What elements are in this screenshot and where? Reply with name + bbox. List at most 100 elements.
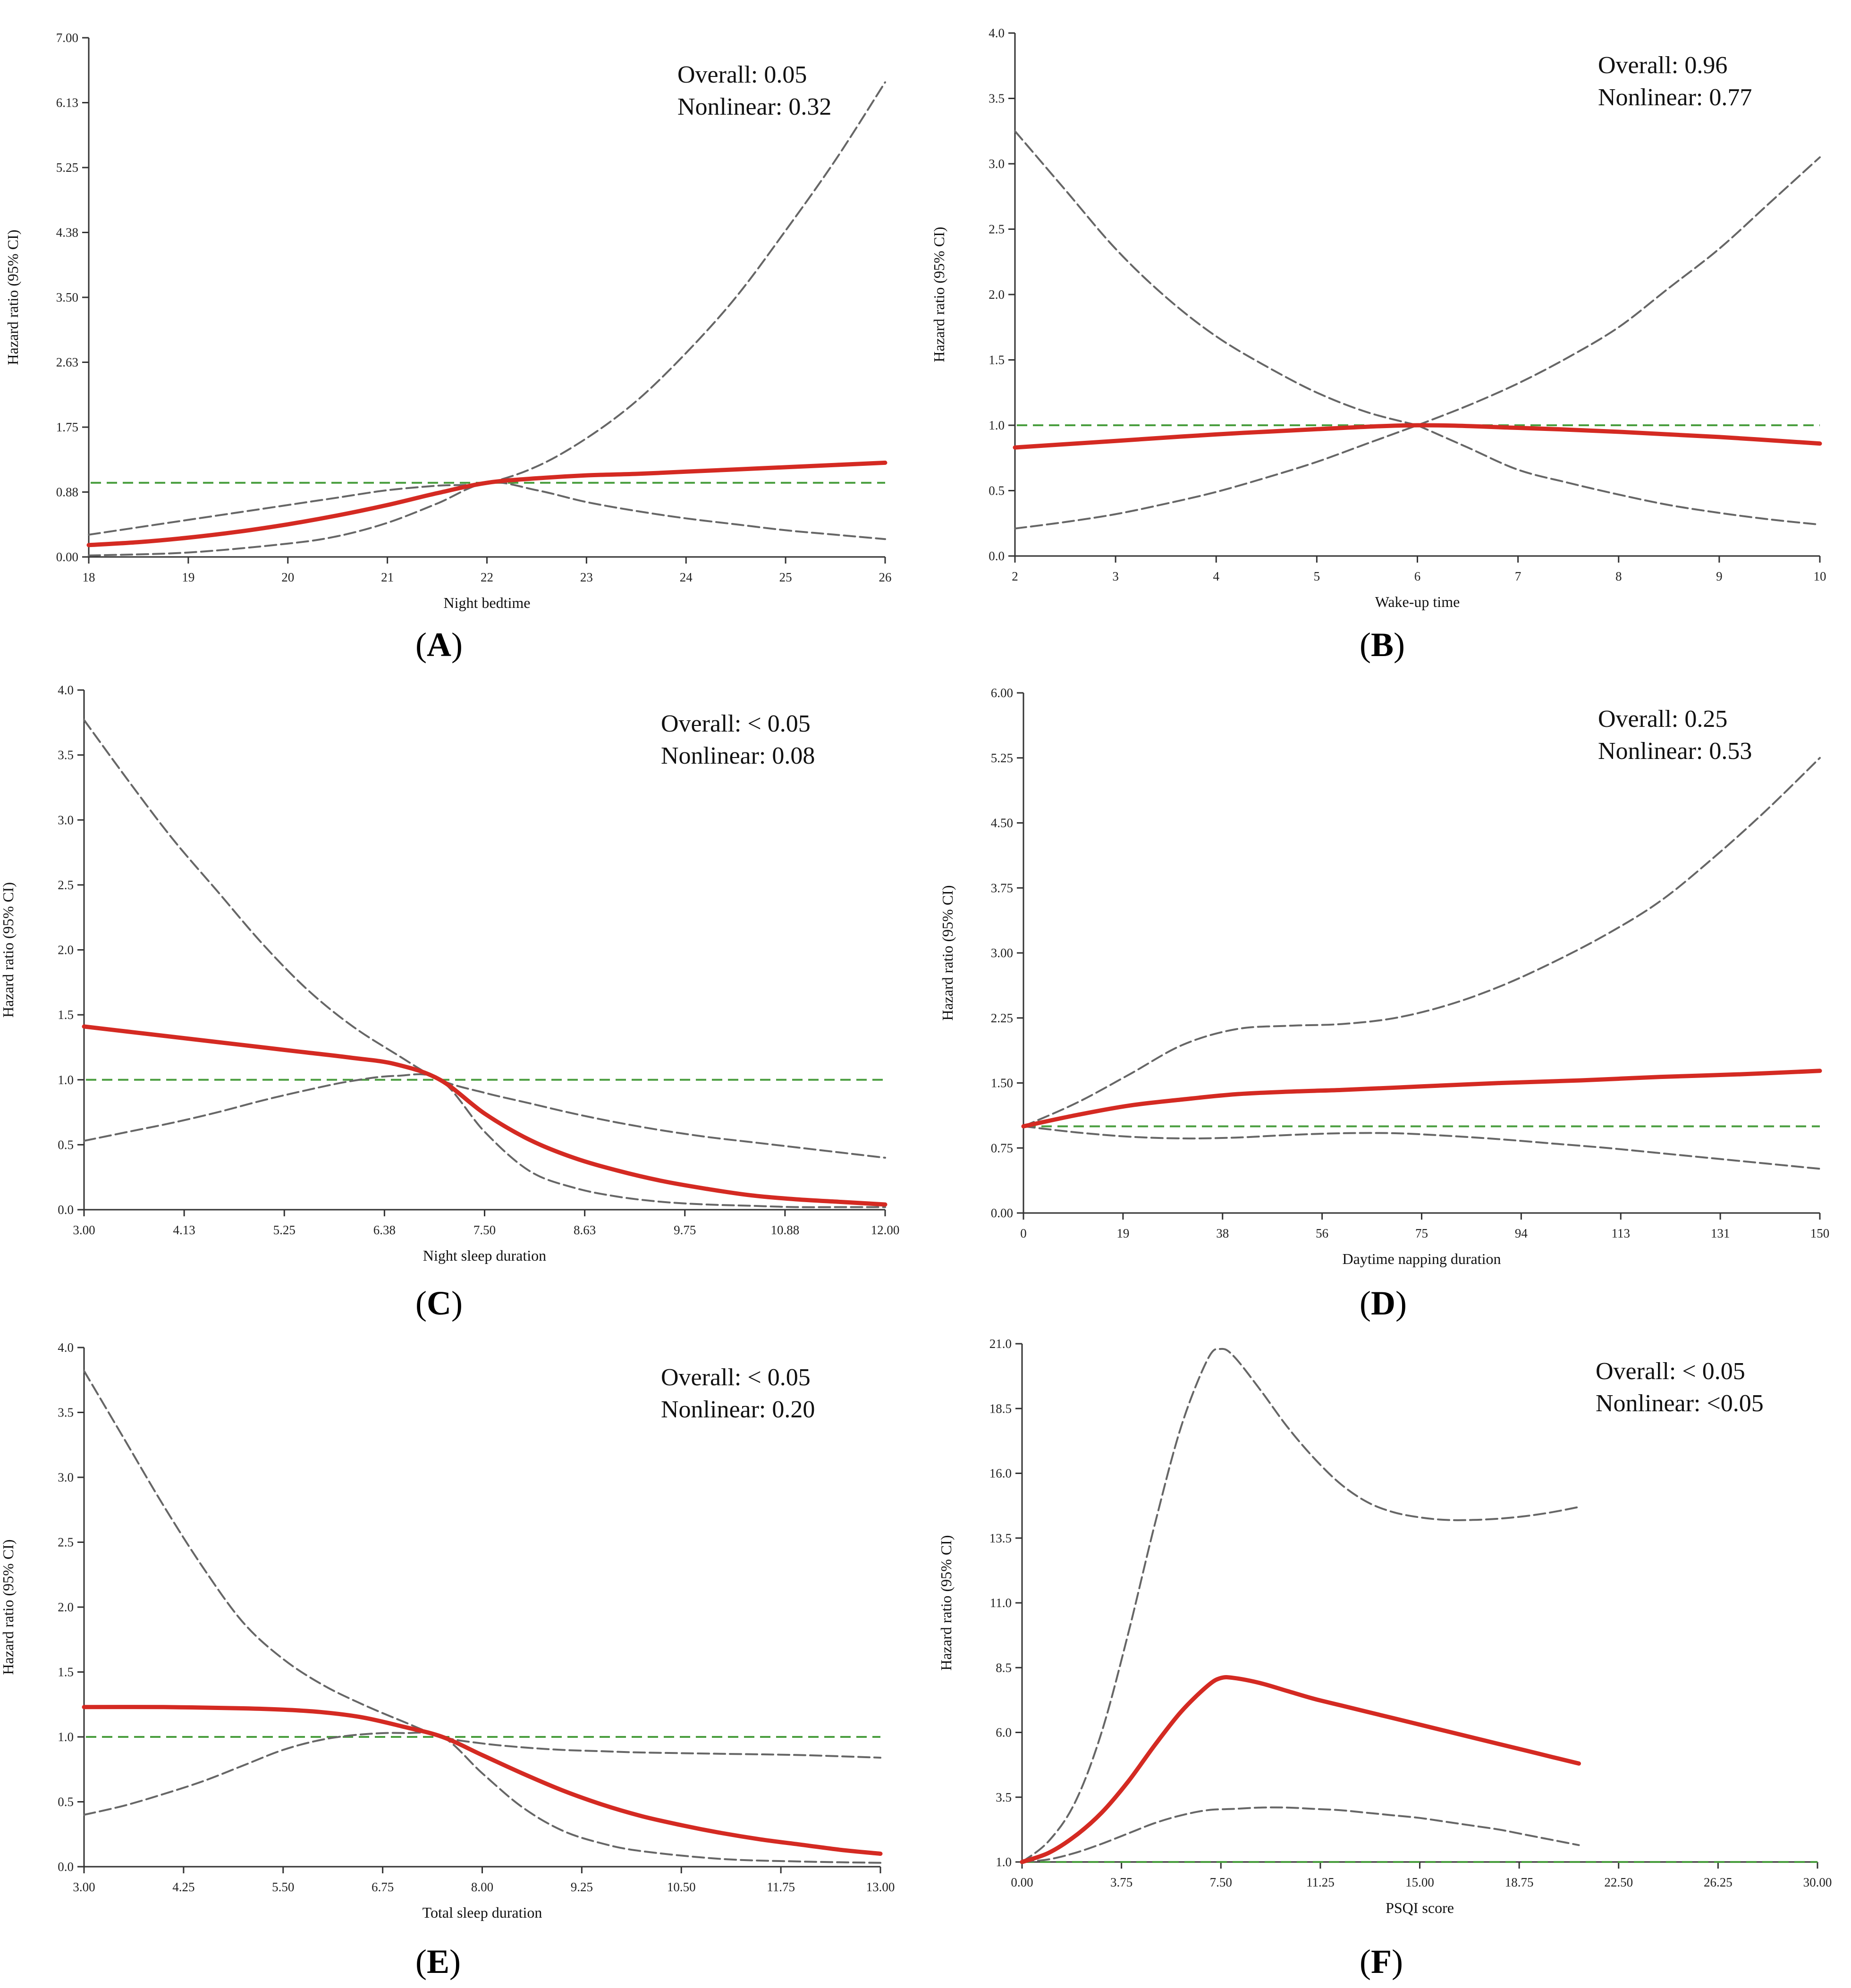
y-axis-title: Hazard ratio (95% CI) <box>0 1540 17 1675</box>
annotation-overall: Overall: < 0.05 <box>1596 1358 1745 1385</box>
y-tick-label: 13.5 <box>989 1531 1012 1545</box>
x-tick-label: 24 <box>680 570 693 584</box>
annotation-overall: Overall: 0.25 <box>1598 706 1727 733</box>
y-tick-label: 2.0 <box>58 943 74 957</box>
hazard-ratio-curve <box>82 1705 883 1856</box>
y-axis-title: Hazard ratio (95% CI) <box>939 885 956 1021</box>
y-tick-label: 18.5 <box>989 1401 1012 1415</box>
y-tick-label: 4.0 <box>58 1340 74 1355</box>
x-tick-label: 22 <box>481 570 493 584</box>
y-tick-label: 3.00 <box>991 946 1013 960</box>
hazard-ratio-curve <box>82 1024 887 1207</box>
panel-label-f: (F) <box>1360 1943 1403 1980</box>
x-tick-label: 4.25 <box>172 1880 194 1894</box>
x-tick-label: 150 <box>1810 1226 1830 1240</box>
ci-upper-curve <box>1023 757 1821 1128</box>
y-tick-label: 1.0 <box>58 1073 74 1087</box>
x-tick-label: 21 <box>381 570 394 584</box>
x-tick-label: 3.00 <box>73 1880 95 1894</box>
x-tick-label: 9 <box>1716 569 1723 583</box>
y-tick-label: 1.5 <box>58 1665 74 1679</box>
annotation-overall: Overall: < 0.05 <box>661 710 811 737</box>
x-tick-label: 10.50 <box>667 1880 696 1894</box>
ci-upper-curve <box>1014 130 1419 426</box>
panel-label-a: (A) <box>415 626 463 664</box>
ci-lower-curve <box>1416 424 1821 526</box>
x-tick-label: 2 <box>1012 569 1018 583</box>
x-tick-label: 0.00 <box>1011 1875 1033 1889</box>
x-tick-label: 26.25 <box>1704 1875 1733 1889</box>
x-tick-label: 22.50 <box>1604 1875 1633 1889</box>
y-tick-label: 4.50 <box>991 816 1013 830</box>
y-tick-label: 0.88 <box>56 485 78 499</box>
annotation-nonlinear: Nonlinear: 0.77 <box>1598 84 1752 111</box>
x-tick-label: 9.25 <box>571 1880 593 1894</box>
annotation-overall: Overall: 0.05 <box>677 61 807 88</box>
x-axis-title: Night sleep duration <box>423 1247 546 1264</box>
annotation-overall: Overall: 0.96 <box>1598 52 1727 79</box>
y-tick-label: 3.5 <box>996 1790 1012 1804</box>
x-tick-label: 25 <box>779 570 792 584</box>
x-tick-label: 26 <box>879 570 892 584</box>
y-tick-label: 4.0 <box>989 26 1005 40</box>
ci-lower-curve <box>1023 1125 1821 1170</box>
x-tick-label: 11.75 <box>767 1880 795 1894</box>
x-tick-label: 7 <box>1515 569 1521 583</box>
panel-label-b: (B) <box>1360 626 1405 664</box>
y-tick-label: 3.0 <box>989 157 1005 171</box>
y-tick-label: 0.00 <box>991 1206 1013 1220</box>
x-tick-label: 8.63 <box>574 1223 596 1237</box>
x-tick-label: 113 <box>1612 1226 1631 1240</box>
y-tick-label: 3.5 <box>58 1406 74 1420</box>
annotation-nonlinear: Nonlinear: 0.08 <box>661 742 815 769</box>
panel-label-d: (D) <box>1360 1284 1407 1322</box>
hazard-ratio-curve <box>86 460 887 548</box>
x-tick-label: 4.13 <box>173 1223 195 1237</box>
x-tick-label: 18.75 <box>1505 1875 1534 1889</box>
y-tick-label: 4.38 <box>56 226 78 240</box>
y-tick-label: 16.0 <box>989 1466 1012 1481</box>
y-axis-title: Hazard ratio (95% CI) <box>0 882 17 1018</box>
y-tick-label: 1.50 <box>991 1076 1013 1090</box>
annotation-nonlinear: Nonlinear: 0.53 <box>1598 738 1752 765</box>
y-tick-label: 0.5 <box>58 1795 74 1809</box>
hazard-ratio-curve <box>1021 1069 1822 1129</box>
x-axis-title: Total sleep duration <box>423 1904 542 1921</box>
ci-upper-curve <box>1416 156 1821 426</box>
y-tick-label: 3.0 <box>58 813 74 827</box>
x-tick-label: 11.25 <box>1306 1875 1335 1889</box>
x-tick-label: 7.50 <box>473 1223 496 1237</box>
annotation-nonlinear: Nonlinear: 0.32 <box>677 93 831 120</box>
x-tick-label: 30.00 <box>1803 1875 1832 1889</box>
y-tick-label: 2.5 <box>989 222 1005 236</box>
ci-lower-curve <box>1021 1806 1580 1863</box>
x-tick-label: 3.75 <box>1110 1875 1133 1889</box>
x-tick-label: 8.00 <box>471 1880 493 1894</box>
x-axis-title: Daytime napping duration <box>1343 1250 1501 1267</box>
ci-lower-curve <box>88 481 886 556</box>
y-tick-label: 1.75 <box>56 420 78 434</box>
y-tick-label: 1.0 <box>996 1855 1012 1869</box>
x-tick-label: 15.00 <box>1405 1875 1434 1889</box>
x-tick-label: 0 <box>1020 1226 1027 1240</box>
x-tick-label: 4 <box>1213 569 1220 583</box>
x-tick-label: 5.25 <box>273 1223 296 1237</box>
y-tick-label: 4.0 <box>58 683 74 697</box>
annotation-nonlinear: Nonlinear: <0.05 <box>1596 1390 1764 1417</box>
x-tick-label: 13.00 <box>866 1880 895 1894</box>
x-tick-label: 23 <box>580 570 593 584</box>
y-tick-label: 6.0 <box>996 1726 1012 1740</box>
y-tick-label: 0.0 <box>58 1203 74 1217</box>
y-tick-label: 5.25 <box>56 160 78 175</box>
ci-lower-curve <box>1014 424 1419 530</box>
x-tick-label: 10.88 <box>771 1223 800 1237</box>
x-tick-label: 19 <box>1116 1226 1129 1240</box>
y-axis-title: Hazard ratio (95% CI) <box>930 227 947 362</box>
x-tick-label: 6.75 <box>372 1880 394 1894</box>
y-tick-label: 2.0 <box>58 1600 74 1614</box>
